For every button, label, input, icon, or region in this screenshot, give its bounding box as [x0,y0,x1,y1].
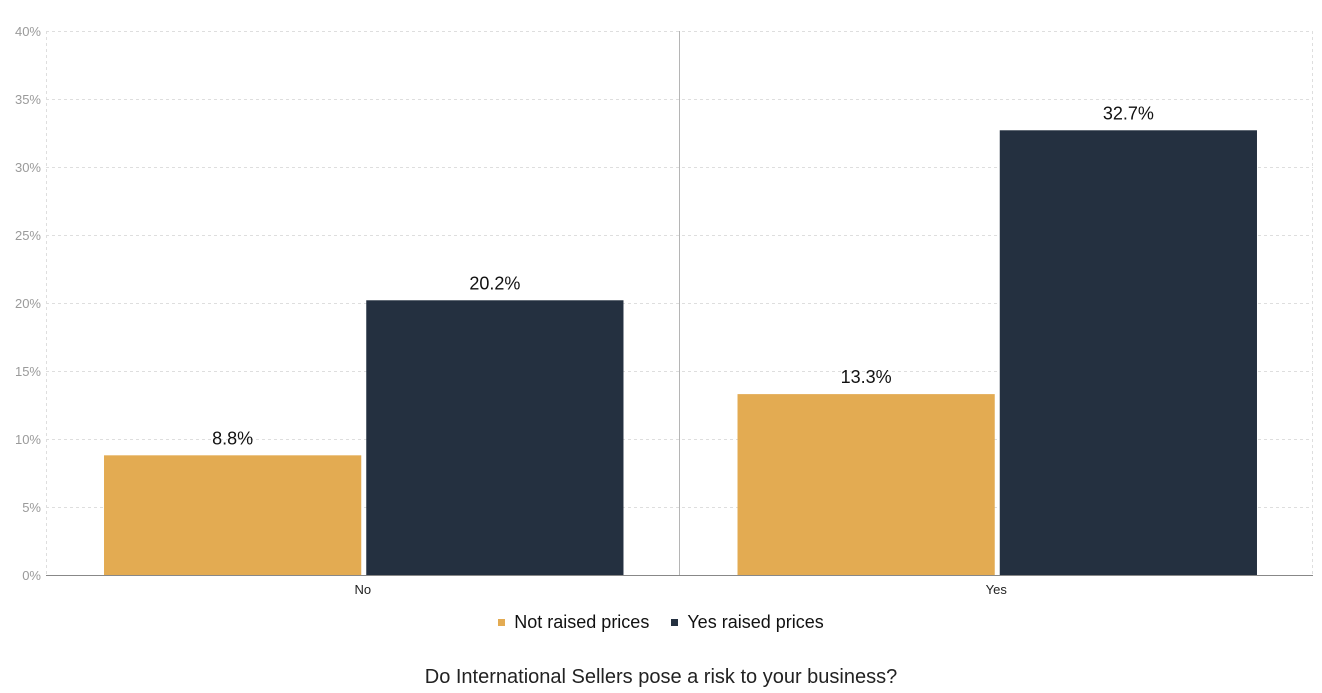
data-label: 32.7% [1103,103,1154,123]
x-tick-label: Yes [986,582,1008,597]
y-tick-label: 0% [22,568,41,583]
y-tick-label: 10% [15,432,41,447]
y-tick-label: 30% [15,160,41,175]
data-label: 13.3% [841,367,892,387]
y-tick-label: 5% [22,500,41,515]
legend-item-yes-raised: Yes raised prices [671,611,824,633]
legend-item-not-raised: Not raised prices [498,612,649,633]
bar-chart: 0% 5% 10% 15% 20% 25% 30% 35% 40% 8.8% 20.2% 13.3%… [15,24,1313,597]
y-axis-tick-labels: 0% 5% 10% 15% 20% 25% 30% 35% 40% [15,24,41,583]
bar [999,130,1257,575]
legend: Not raised prices Yes raised prices [0,609,1322,635]
legend-swatch-not-raised [498,618,506,626]
data-label: 8.8% [212,428,253,448]
legend-swatch-yes-raised [671,618,679,626]
y-tick-label: 25% [15,228,41,243]
x-axis-tick-labels: No Yes [354,582,1007,597]
data-labels: 8.8% 20.2% 13.3% 32.7% [212,103,1154,448]
y-tick-label: 15% [15,364,41,379]
bars [104,130,1257,575]
y-tick-label: 20% [15,296,41,311]
data-label: 20.2% [469,273,520,293]
bar [104,455,362,575]
bar [737,394,995,575]
y-tick-label: 35% [15,92,41,107]
bar [366,300,624,575]
legend-label-yes-raised: Yes raised prices [687,611,824,632]
x-tick-label: No [354,582,371,597]
y-tick-label: 40% [15,24,41,39]
legend-label-not-raised: Not raised prices [514,611,650,632]
x-axis-title: Do International Sellers pose a risk to … [424,666,898,688]
